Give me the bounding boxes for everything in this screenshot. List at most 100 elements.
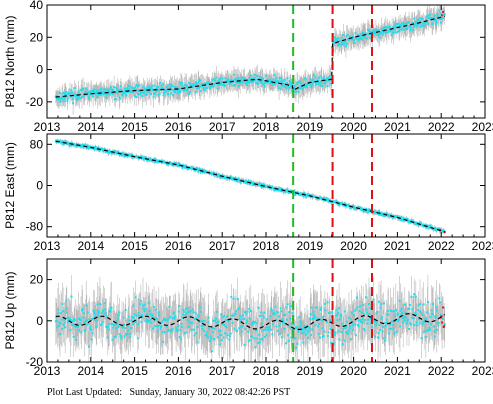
observation-point bbox=[394, 309, 397, 312]
observation-point bbox=[174, 315, 177, 318]
observation-point bbox=[296, 342, 299, 345]
observation-point bbox=[334, 314, 337, 317]
observation-point bbox=[220, 80, 223, 83]
y-axis-label: P812 Up (mm) bbox=[3, 271, 17, 349]
observation-point bbox=[269, 185, 272, 188]
observation-point bbox=[289, 83, 292, 86]
observation-point bbox=[183, 332, 186, 335]
observation-point bbox=[203, 329, 205, 332]
observation-point bbox=[160, 325, 163, 328]
observation-point bbox=[257, 82, 260, 85]
observation-point bbox=[362, 328, 365, 330]
observation-point bbox=[261, 183, 264, 186]
observation-point bbox=[397, 320, 400, 323]
observation-point bbox=[402, 315, 405, 318]
x-tick-label: 2023 bbox=[472, 120, 493, 134]
observation-point bbox=[238, 327, 241, 330]
observation-point bbox=[391, 324, 394, 327]
observation-point bbox=[235, 80, 237, 83]
observation-point bbox=[383, 26, 386, 29]
observation-point bbox=[139, 303, 142, 306]
observation-point bbox=[349, 318, 352, 321]
observation-point bbox=[359, 206, 362, 209]
x-tick-label: 2022 bbox=[428, 239, 455, 253]
observation-point bbox=[76, 322, 79, 325]
observation-point bbox=[386, 313, 389, 316]
observation-point bbox=[82, 146, 85, 149]
observation-point bbox=[388, 332, 390, 335]
observation-point bbox=[366, 33, 369, 36]
observation-point bbox=[378, 34, 380, 37]
observation-point bbox=[237, 85, 240, 88]
observation-point bbox=[66, 316, 69, 319]
observation-point bbox=[102, 150, 105, 153]
observation-point bbox=[340, 331, 343, 333]
observation-point bbox=[345, 205, 348, 208]
observation-point bbox=[414, 311, 417, 314]
observation-point bbox=[348, 316, 350, 319]
observation-point bbox=[414, 24, 417, 27]
observation-point bbox=[291, 312, 294, 315]
observation-point bbox=[275, 325, 278, 328]
observation-point bbox=[95, 147, 98, 150]
observation-point bbox=[225, 326, 228, 329]
observation-point bbox=[91, 89, 93, 92]
observation-point bbox=[343, 339, 346, 342]
observation-point bbox=[361, 321, 364, 324]
x-tick-label: 2015 bbox=[121, 364, 148, 378]
observation-point bbox=[245, 179, 247, 182]
observation-point bbox=[92, 317, 95, 320]
observation-point bbox=[311, 196, 314, 199]
observation-point bbox=[321, 327, 324, 330]
observation-point bbox=[130, 91, 133, 94]
observation-point bbox=[200, 324, 203, 327]
observation-point bbox=[239, 81, 242, 84]
observation-point bbox=[270, 80, 273, 83]
model-line bbox=[55, 313, 445, 330]
observation-point bbox=[229, 332, 232, 335]
observation-point bbox=[347, 329, 350, 332]
observation-point bbox=[440, 315, 443, 318]
observation-point bbox=[208, 87, 211, 90]
observation-point bbox=[260, 81, 263, 84]
observation-point bbox=[213, 172, 215, 175]
observation-point bbox=[438, 297, 441, 300]
observation-point bbox=[290, 336, 293, 339]
observation-point bbox=[433, 330, 436, 333]
observation-point bbox=[219, 330, 222, 332]
observation-point bbox=[202, 83, 205, 86]
x-tick-label: 2019 bbox=[296, 239, 323, 253]
observation-point bbox=[307, 336, 309, 339]
observation-point bbox=[201, 319, 204, 322]
observation-point bbox=[318, 323, 321, 326]
observation-point bbox=[85, 319, 88, 322]
observation-point bbox=[426, 14, 429, 17]
observation-point bbox=[249, 80, 252, 83]
observation-point bbox=[338, 338, 341, 341]
y-tick-label: 0 bbox=[36, 63, 43, 77]
observation-point bbox=[420, 20, 423, 23]
observation-point bbox=[57, 308, 60, 311]
observation-point bbox=[205, 334, 208, 336]
observation-point bbox=[99, 93, 102, 96]
observation-point bbox=[94, 316, 97, 318]
observation-point bbox=[126, 90, 129, 93]
observation-point bbox=[352, 329, 355, 332]
observation-point bbox=[157, 93, 160, 96]
x-tick-label: 2019 bbox=[296, 120, 323, 134]
observation-point bbox=[153, 161, 156, 164]
observation-point bbox=[160, 321, 163, 324]
observation-point bbox=[155, 160, 158, 163]
observation-point bbox=[176, 330, 179, 333]
observation-point bbox=[63, 322, 66, 325]
observation-point bbox=[152, 89, 154, 92]
observation-point bbox=[158, 92, 161, 95]
observation-point bbox=[141, 95, 144, 98]
observation-point bbox=[267, 329, 270, 332]
observation-point bbox=[61, 140, 64, 143]
observation-point bbox=[339, 318, 342, 321]
observation-point bbox=[280, 336, 283, 339]
observation-point bbox=[376, 310, 379, 313]
observation-point bbox=[216, 174, 219, 177]
observation-point bbox=[332, 42, 335, 45]
